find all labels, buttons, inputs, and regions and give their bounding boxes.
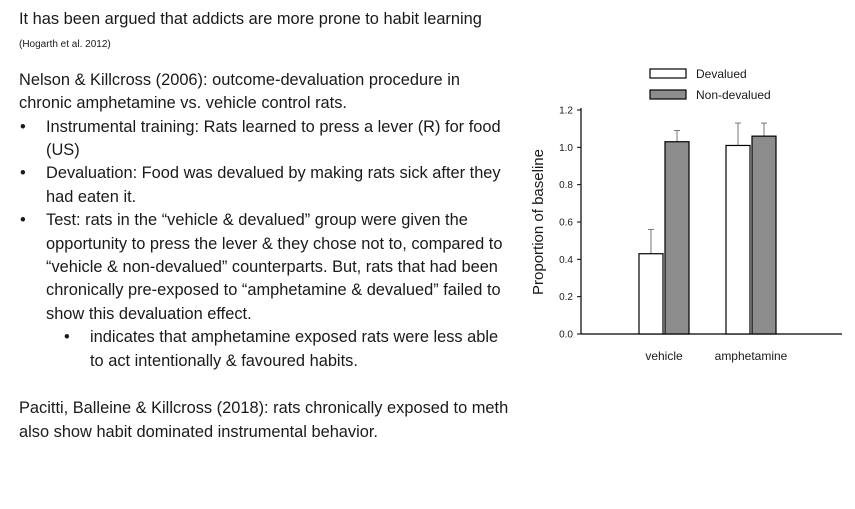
bullet-devaluation: Devaluation: Food was devalued by making… — [19, 162, 514, 209]
legend-swatch — [649, 89, 687, 100]
sub-bullet: indicates that amphetamine exposed rats … — [19, 326, 514, 373]
y-tick-label: 0.0 — [559, 330, 573, 341]
y-tick-label: 0.8 — [559, 180, 573, 191]
y-tick-label: 0.2 — [559, 292, 573, 303]
bar-chart: 0.0 0.2 0.4 0.6 0.8 1.0 1.2 Proportion of basel… — [530, 67, 842, 363]
bar — [664, 141, 690, 335]
bar — [725, 144, 751, 335]
legend-label: Non-devalued — [696, 88, 771, 102]
slide-text: It has been argued that addicts are more… — [19, 8, 514, 444]
study2-text: Pacitti, Balleine & Killcross (2018): ra… — [19, 399, 509, 441]
intro-text: It has been argued that addicts are more… — [19, 10, 482, 28]
study1-text: Nelson & Killcross (2006): outcome-deval… — [19, 70, 460, 113]
bar — [751, 135, 777, 335]
bullet-list: Instrumental training: Rats learned to p… — [19, 116, 514, 327]
sub-bullet-list: indicates that amphetamine exposed rats … — [19, 326, 514, 373]
intro-paragraph: It has been argued that addicts are more… — [19, 8, 514, 57]
x-tick-label: vehicle — [645, 349, 683, 363]
legend-swatch — [649, 68, 687, 79]
intro-citation: (Hogarth et al. 2012) — [19, 39, 111, 51]
bullet-test: Test: rats in the “vehicle & devalued” g… — [19, 209, 514, 326]
y-tick-label: 1.0 — [559, 143, 573, 154]
y-tick-label: 0.6 — [559, 218, 573, 229]
bar — [638, 253, 664, 335]
legend-label: Devalued — [696, 67, 747, 81]
y-tick-label: 1.2 — [559, 106, 573, 117]
y-tick-label: 0.4 — [559, 255, 573, 266]
x-tick-label: amphetamine — [715, 349, 788, 363]
bullet-training: Instrumental training: Rats learned to p… — [19, 116, 514, 163]
y-axis-label: Proportion of baseline — [530, 149, 547, 295]
